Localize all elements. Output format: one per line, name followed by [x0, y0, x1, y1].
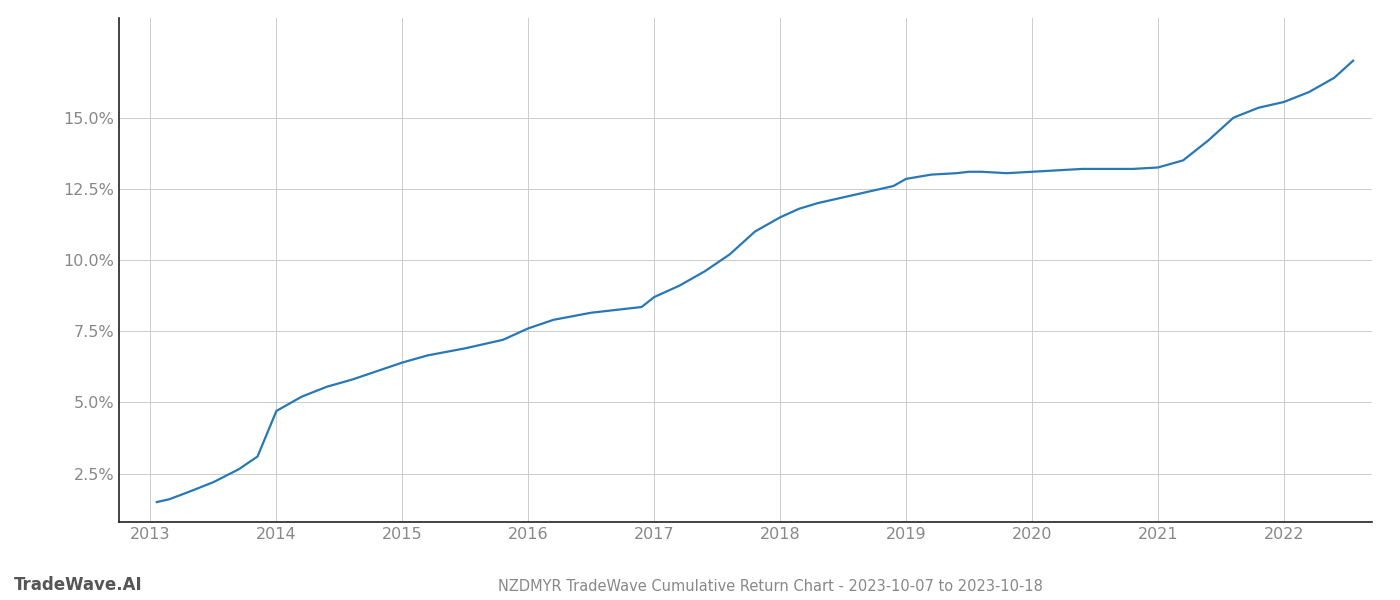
Text: NZDMYR TradeWave Cumulative Return Chart - 2023-10-07 to 2023-10-18: NZDMYR TradeWave Cumulative Return Chart…: [497, 579, 1043, 594]
Text: TradeWave.AI: TradeWave.AI: [14, 576, 143, 594]
